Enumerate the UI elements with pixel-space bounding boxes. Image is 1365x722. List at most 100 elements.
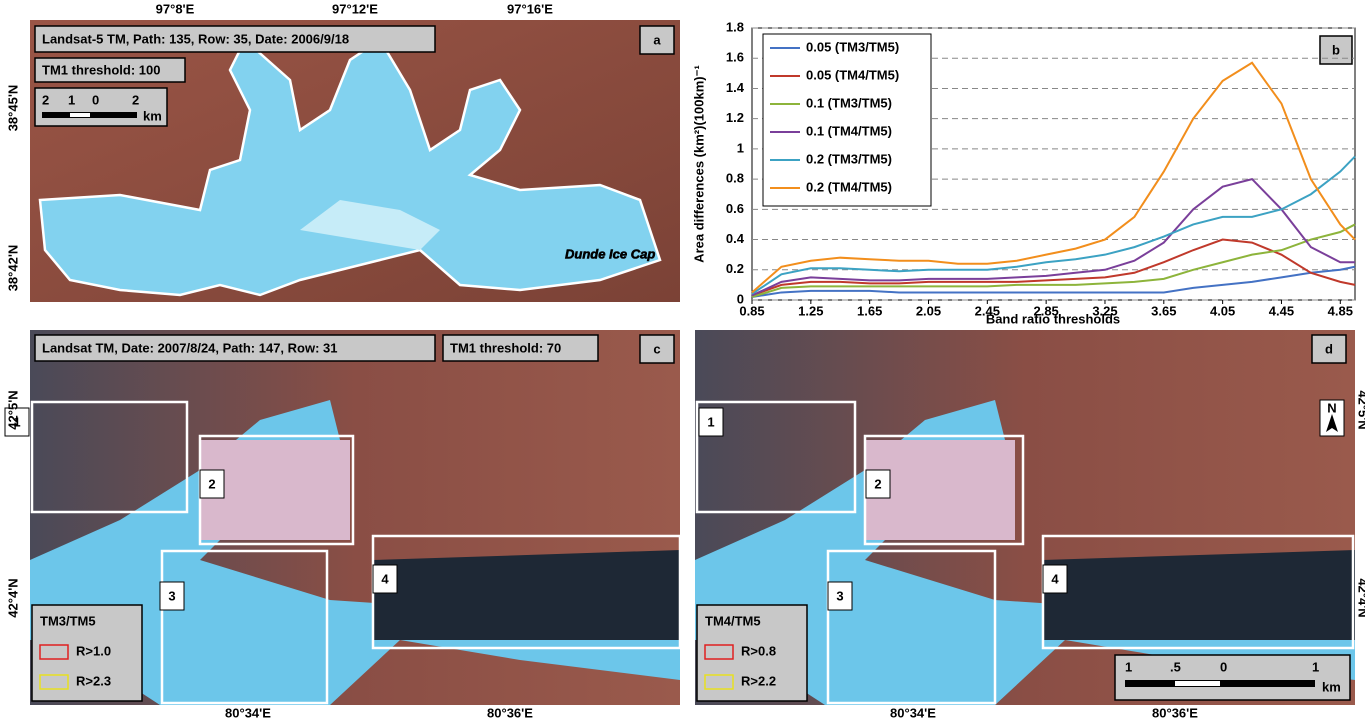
panel-c: 1 2 3 4 Landsat TM, Date: 2007/8/24, Pat… <box>4 330 682 720</box>
lat-label: 42°5'N <box>1356 390 1365 429</box>
x-tick-label: 4.05 <box>1210 303 1235 318</box>
x-axis-title: Band ratio thresholds <box>986 311 1120 326</box>
panel-a: Landsat-5 TM, Path: 135, Row: 35, Date: … <box>5 1 680 302</box>
lat-label: 38°45'N <box>5 85 20 132</box>
box-number-bg <box>372 564 398 594</box>
box-number: 4 <box>1051 571 1059 586</box>
bright-area <box>865 440 1015 540</box>
y-tick-label: 0.6 <box>726 201 744 216</box>
lat-label: 38°42'N <box>5 245 20 292</box>
y-axis-title: Area differences (km²)(100km)⁻¹ <box>691 65 706 263</box>
lat-label: 42°4'N <box>5 578 20 617</box>
lon-label: 97°8'E <box>156 1 195 16</box>
box-number: 1 <box>707 414 714 429</box>
lon-label: 80°36'E <box>1152 705 1198 720</box>
scale-unit: km <box>1322 679 1341 694</box>
x-tick-label: 0.85 <box>739 303 764 318</box>
label-box <box>34 57 186 83</box>
focus-box <box>826 549 997 705</box>
letter-box <box>639 25 675 55</box>
x-tick-label: 1.65 <box>857 303 882 318</box>
ice-cap <box>38 37 662 297</box>
image-info: Landsat-5 TM, Path: 135, Row: 35, Date: … <box>42 31 349 46</box>
y-tick-label: 1.2 <box>726 110 744 125</box>
scale-label: 1 <box>1125 659 1132 674</box>
legend-label: 0.1 (TM4/TM5) <box>806 123 892 138</box>
legend <box>762 33 932 207</box>
y-tick-label: 0.8 <box>726 171 744 186</box>
legend-title: TM3/TM5 <box>40 613 96 628</box>
legend-label: 0.2 (TM3/TM5) <box>806 151 892 166</box>
legend-box <box>31 604 143 702</box>
series-line <box>751 61 1356 294</box>
threshold-label: TM1 threshold: 70 <box>450 340 561 355</box>
threshold-label: TM1 threshold: 100 <box>42 62 160 77</box>
y-tick-label: 1.6 <box>726 50 744 65</box>
shadow <box>1043 550 1355 640</box>
box-number: 2 <box>208 476 215 491</box>
box-number-bg <box>865 469 891 499</box>
box-number-bg <box>159 581 185 611</box>
box-number-bg <box>4 407 30 437</box>
y-tick-label: 1.4 <box>726 80 745 95</box>
series-line <box>751 265 1356 298</box>
legend-item: R>2.2 <box>741 673 776 688</box>
x-tick-label: 1.25 <box>798 303 823 318</box>
focus-box <box>30 400 189 514</box>
lat-label: 42°5'N <box>5 390 20 429</box>
north-arrow <box>1326 414 1338 432</box>
x-tick-label: 4.85 <box>1328 303 1353 318</box>
legend-swatch <box>704 674 734 690</box>
y-tick-label: 0.2 <box>726 261 744 276</box>
legend-title: TM4/TM5 <box>705 613 761 628</box>
letter-box <box>639 334 675 364</box>
box-number: 3 <box>168 588 175 603</box>
focus-box <box>160 549 329 705</box>
legend-swatch <box>39 644 69 660</box>
panel-letter: d <box>1325 341 1333 356</box>
legend-label: 0.1 (TM3/TM5) <box>806 95 892 110</box>
scale-label: 0 <box>92 92 99 107</box>
series-line <box>751 155 1356 295</box>
x-tick-label: 3.65 <box>1151 303 1176 318</box>
scale-bar <box>70 113 90 117</box>
label-box <box>34 334 436 362</box>
x-tick-label: 4.45 <box>1269 303 1294 318</box>
legend-item: R>1.0 <box>76 643 111 658</box>
legend-swatch <box>39 674 69 690</box>
y-tick-label: 1.8 <box>726 19 744 34</box>
label-box <box>34 25 436 53</box>
box-number: 2 <box>874 476 881 491</box>
legend-box <box>696 604 808 702</box>
scale-label: 0 <box>1220 659 1227 674</box>
x-tick-label: 2.85 <box>1033 303 1058 318</box>
legend-label: 0.2 (TM4/TM5) <box>806 179 892 194</box>
box-number-bg <box>1042 564 1068 594</box>
scale-label: 2 <box>132 92 139 107</box>
panel-d: 1 2 3 4 d N TM4/TM5 R>0.8 R>2.2 1 .5 0 1… <box>695 330 1365 720</box>
series-line <box>751 177 1355 297</box>
box-number: 4 <box>381 571 389 586</box>
legend-swatch <box>704 644 734 660</box>
letter-box <box>1311 334 1347 364</box>
place-label: Dunde Ice Cap <box>565 246 655 261</box>
x-tick-label: 2.05 <box>916 303 941 318</box>
x-tick-label: 2.45 <box>975 303 1000 318</box>
scale-label: 1 <box>1312 659 1319 674</box>
panel-letter: a <box>653 32 661 47</box>
y-tick-label: 0.4 <box>726 231 745 246</box>
box-number-bg <box>698 407 724 437</box>
scale-unit: km <box>143 108 162 123</box>
legend-label: 0.05 (TM4/TM5) <box>806 67 899 82</box>
lat-label: 42°4'N <box>1356 578 1365 617</box>
scale-label: .5 <box>1170 659 1181 674</box>
box-number-bg <box>827 581 853 611</box>
focus-box <box>695 400 857 514</box>
box-number: 3 <box>836 588 843 603</box>
legend-item: R>0.8 <box>741 643 776 658</box>
scale-box <box>1114 654 1351 701</box>
series-line <box>751 223 1356 298</box>
legend-item: R>2.3 <box>76 673 111 688</box>
scale-label: 2 <box>42 92 49 107</box>
